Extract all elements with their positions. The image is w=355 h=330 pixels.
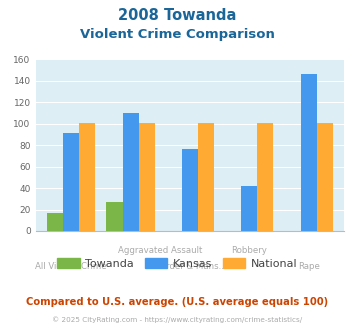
Bar bbox=[138, 123, 154, 231]
Text: Murder & Mans...: Murder & Mans... bbox=[153, 262, 227, 271]
Text: Aggravated Assault: Aggravated Assault bbox=[118, 247, 202, 255]
Bar bbox=[122, 113, 138, 231]
Text: 2008 Towanda: 2008 Towanda bbox=[118, 8, 237, 23]
Bar bbox=[301, 74, 317, 231]
Bar bbox=[47, 213, 63, 231]
Text: Rape: Rape bbox=[298, 262, 320, 271]
Legend: Towanda, Kansas, National: Towanda, Kansas, National bbox=[53, 254, 302, 273]
Bar bbox=[317, 123, 333, 231]
Text: © 2025 CityRating.com - https://www.cityrating.com/crime-statistics/: © 2025 CityRating.com - https://www.city… bbox=[53, 317, 302, 323]
Bar bbox=[198, 123, 214, 231]
Bar bbox=[63, 133, 79, 231]
Text: All Violent Crime: All Violent Crime bbox=[36, 262, 107, 271]
Bar bbox=[241, 186, 257, 231]
Bar bbox=[182, 149, 198, 231]
Text: Violent Crime Comparison: Violent Crime Comparison bbox=[80, 28, 275, 41]
Bar bbox=[106, 202, 122, 231]
Bar bbox=[79, 123, 95, 231]
Text: Robbery: Robbery bbox=[231, 247, 267, 255]
Text: Compared to U.S. average. (U.S. average equals 100): Compared to U.S. average. (U.S. average … bbox=[26, 297, 329, 307]
Bar bbox=[257, 123, 273, 231]
